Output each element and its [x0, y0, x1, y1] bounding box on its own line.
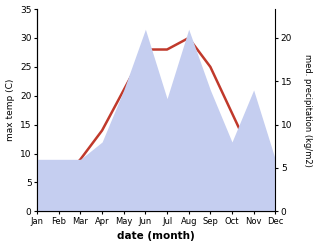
Y-axis label: med. precipitation (kg/m2): med. precipitation (kg/m2)	[303, 54, 313, 167]
X-axis label: date (month): date (month)	[117, 231, 195, 242]
Y-axis label: max temp (C): max temp (C)	[5, 79, 15, 141]
